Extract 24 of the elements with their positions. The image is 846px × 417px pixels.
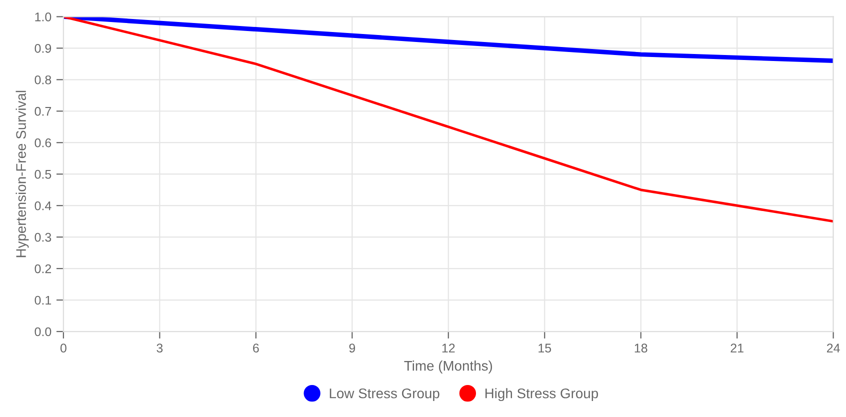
y-tick-label: 0.3	[34, 232, 52, 242]
y-tick-label: 1.0	[35, 12, 52, 22]
x-axis-title: Time (Months)	[404, 360, 492, 374]
y-tick-label: 0.8	[34, 75, 52, 84]
y-axis-title: Hypertension-Free Survival	[16, 90, 29, 258]
x-tick-label: 3	[156, 344, 163, 352]
y-tick-label: 0.5	[34, 170, 52, 179]
x-tick-label: 24	[826, 344, 840, 352]
y-tick-label: 0.0	[34, 327, 52, 336]
legend-label: High Stress Group	[485, 388, 598, 402]
x-tick-label: 12	[442, 344, 455, 352]
x-tick-label: 15	[538, 344, 552, 352]
x-tick-label: 9	[349, 344, 356, 352]
y-tick-label: 0.2	[34, 264, 52, 274]
y-tick-label: 0.4	[34, 201, 52, 210]
y-tick-label: 0.6	[34, 138, 52, 148]
legend-label: Low Stress Group	[330, 388, 440, 402]
x-tick-label: 0	[60, 344, 66, 352]
y-tick-label: 0.1	[34, 296, 52, 305]
x-tick-label: 6	[253, 344, 259, 352]
x-tick-label: 18	[634, 344, 648, 352]
x-tick-label: 21	[730, 344, 744, 352]
y-tick-label: 0.7	[34, 106, 52, 116]
y-tick-label: 0.9	[34, 44, 52, 53]
